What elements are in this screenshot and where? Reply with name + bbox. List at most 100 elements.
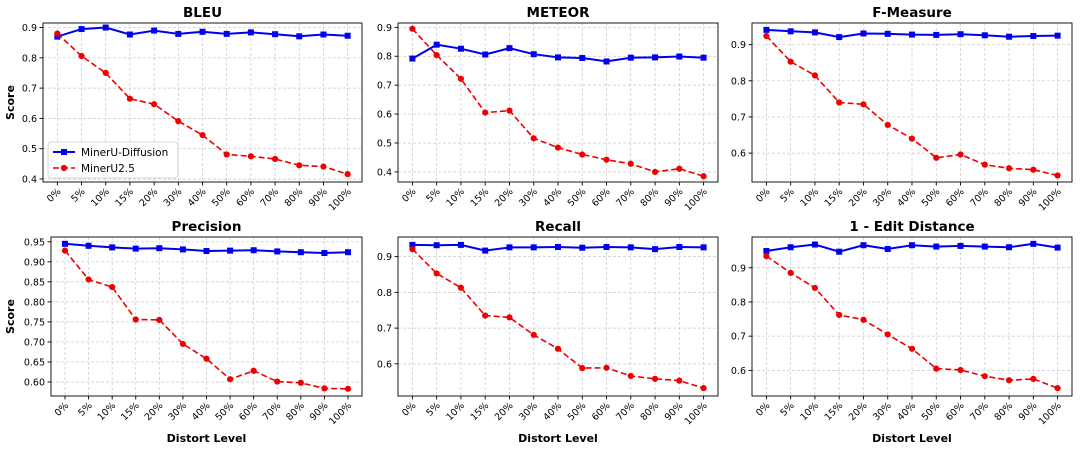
x-tick-label: 80% (638, 400, 661, 423)
y-tick-label: 0.9 (377, 252, 392, 263)
data-point-mineru2-5 (908, 135, 916, 142)
x-tick-label: 20% (493, 400, 516, 423)
y-tick-label: 0.7 (377, 81, 392, 92)
data-point-mineru-diffusion (109, 244, 116, 251)
data-point-mineru2-5 (126, 95, 134, 102)
data-point-mineru-diffusion (345, 249, 352, 256)
data-point-mineru2-5 (860, 316, 867, 323)
data-point-mineru2-5 (297, 379, 304, 386)
data-point-mineru-diffusion (627, 244, 634, 251)
data-point-mineru2-5 (61, 247, 69, 254)
x-tick-label: 100% (327, 400, 354, 427)
data-point-mineru-diffusion (603, 244, 610, 251)
data-point-mineru-diffusion (179, 246, 186, 253)
data-point-mineru2-5 (627, 160, 634, 167)
y-tick-label: 0.9 (22, 23, 37, 34)
data-point-mineru-diffusion (811, 241, 818, 248)
data-point-mineru-diffusion (433, 242, 440, 249)
y-tick-label: 0.6 (731, 149, 746, 160)
data-point-mineru2-5 (457, 284, 465, 291)
data-point-mineru-diffusion (555, 244, 561, 251)
x-tick-label: 80% (992, 186, 1015, 209)
x-tick-label: 50% (210, 186, 233, 209)
y-axis-label: Score (4, 85, 17, 120)
x-tick-label: 70% (261, 400, 284, 423)
y-tick-label: 0.8 (377, 52, 392, 63)
data-point-mineru2-5 (409, 25, 416, 32)
data-point-mineru2-5 (933, 154, 940, 161)
x-tick-label: 40% (541, 186, 564, 209)
y-tick-label: 0.8 (731, 76, 746, 87)
data-point-mineru-diffusion (909, 31, 915, 38)
data-point-mineru2-5 (156, 316, 163, 324)
x-axis-label: Distort Level (872, 432, 952, 445)
data-point-mineru-diffusion (981, 32, 988, 39)
data-point-mineru-diffusion (85, 242, 92, 249)
x-tick-label: 40% (895, 186, 918, 209)
data-point-mineru2-5 (271, 155, 279, 163)
data-point-mineru2-5 (1005, 377, 1013, 384)
data-point-mineru2-5 (1005, 165, 1013, 172)
data-point-mineru2-5 (433, 270, 440, 277)
data-point-mineru2-5 (1030, 375, 1037, 383)
data-point-mineru-diffusion (409, 241, 416, 248)
y-tick-label: 0.85 (24, 277, 45, 288)
data-point-mineru-diffusion (132, 245, 139, 252)
data-point-mineru-diffusion (811, 29, 818, 36)
x-tick-label: 100% (683, 186, 710, 213)
y-tick-label: 0.65 (24, 357, 45, 368)
x-tick-label: 30% (162, 186, 185, 209)
x-tick-label: 30% (871, 186, 894, 209)
x-tick-label: 100% (1037, 400, 1064, 427)
data-point-mineru-diffusion (652, 54, 659, 61)
data-point-mineru2-5 (409, 246, 416, 253)
data-point-mineru-diffusion (530, 51, 537, 58)
data-point-mineru-diffusion (297, 249, 304, 256)
x-tick-label: 70% (968, 400, 991, 423)
data-point-mineru-diffusion (860, 30, 867, 37)
data-point-mineru-diffusion (272, 31, 279, 38)
y-tick-label: 0.9 (731, 40, 746, 51)
x-tick-label: 10% (444, 400, 467, 423)
data-point-mineru2-5 (1030, 166, 1037, 173)
y-tick-label: 0.5 (22, 144, 37, 155)
x-tick-label: 60% (944, 400, 967, 423)
data-point-mineru-diffusion (836, 34, 843, 41)
data-point-mineru-diffusion (981, 243, 988, 250)
chart-title: F-Measure (872, 5, 952, 21)
legend-marker-circle (60, 164, 68, 172)
x-tick-label: 15% (469, 186, 492, 209)
chart-panel-3: 0.600.650.700.750.800.850.900.950% 5% 10% 1… (4, 219, 363, 445)
data-point-mineru2-5 (482, 312, 489, 319)
x-tick-label: 5% (69, 186, 87, 204)
x-tick-label: 0% (400, 400, 418, 418)
legend-box (47, 141, 179, 179)
y-tick-label: 0.6 (22, 114, 37, 125)
data-point-mineru-diffusion (957, 31, 964, 38)
x-tick-label: 50% (213, 400, 236, 423)
data-point-mineru2-5 (199, 131, 206, 139)
x-tick-label: 15% (113, 186, 136, 209)
data-point-mineru2-5 (320, 163, 327, 170)
data-point-mineru-diffusion (530, 244, 537, 251)
y-tick-label: 0.9 (731, 263, 746, 274)
legend-marker-square (61, 149, 67, 155)
data-point-mineru2-5 (132, 316, 139, 323)
data-point-mineru-diffusion (320, 31, 327, 38)
data-point-mineru-diffusion (1054, 244, 1061, 251)
data-point-mineru2-5 (700, 385, 707, 392)
data-point-mineru2-5 (78, 52, 85, 60)
x-tick-label: 50% (566, 400, 589, 423)
data-point-mineru2-5 (676, 377, 683, 384)
data-point-mineru2-5 (530, 135, 537, 142)
data-point-mineru2-5 (321, 385, 328, 392)
x-axis-label: Distort Level (518, 432, 598, 445)
x-tick-label: 10% (798, 400, 821, 423)
x-tick-label: 5% (424, 400, 442, 418)
data-point-mineru-diffusion (247, 29, 254, 36)
data-point-mineru2-5 (884, 331, 891, 338)
data-point-mineru-diffusion (603, 58, 610, 65)
data-point-mineru2-5 (763, 32, 770, 40)
data-point-mineru-diffusion (1054, 32, 1061, 39)
